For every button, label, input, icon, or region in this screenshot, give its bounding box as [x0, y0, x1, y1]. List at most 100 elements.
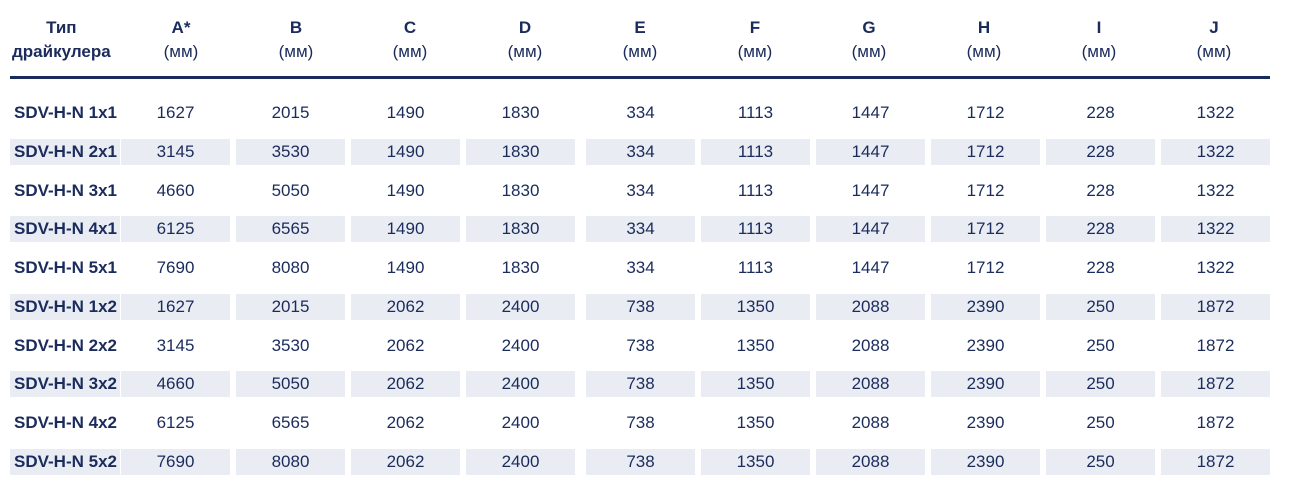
row-value-f: 1113: [737, 181, 774, 200]
row-value-j: 1872: [1196, 413, 1235, 432]
row-value-e: 334: [586, 139, 695, 165]
row-value-d: 1830: [466, 216, 575, 242]
row-value-c: 1490: [351, 216, 460, 242]
header-col-b: B (мм): [246, 16, 346, 64]
header-col-unit: (мм): [1081, 42, 1117, 61]
row-value-j: 1872: [1161, 371, 1270, 397]
header-col-unit: (мм): [392, 42, 428, 61]
row-value-h: 2390: [931, 294, 1040, 320]
row-value-i: 250: [1046, 449, 1155, 475]
header-col-letter: H: [977, 18, 991, 37]
row-value-e: 738: [586, 449, 695, 475]
header-col-i: I (мм): [1049, 16, 1149, 64]
header-col-a: A* (мм): [131, 16, 231, 64]
row-value-d: 2400: [501, 413, 540, 432]
row-value-e: 738: [586, 294, 695, 320]
row-value-b: 3530: [236, 139, 345, 165]
row-value-e: 334: [626, 258, 655, 277]
row-value-e: 738: [586, 371, 695, 397]
row-value-i: 228: [1046, 216, 1155, 242]
header-col-unit: (мм): [737, 42, 773, 61]
row-value-d: 2400: [501, 336, 540, 355]
table-row: SDV-H-N 3x1 4660 5050 1490 1830 334 1113 1447 17…: [0, 178, 1290, 204]
header-type-line2: драйкулера: [12, 42, 111, 61]
row-value-g: 1447: [851, 258, 890, 277]
row-value-b: 6565: [271, 413, 310, 432]
row-value-e: 334: [626, 103, 655, 122]
row-value-b: 5050: [236, 371, 345, 397]
header-col-letter: C: [403, 18, 417, 37]
header-col-c: C (мм): [360, 16, 460, 64]
header-col-unit: (мм): [851, 42, 887, 61]
row-value-b: 6565: [236, 216, 345, 242]
row-value-c: 2062: [351, 371, 460, 397]
row-value-f: 1113: [701, 139, 810, 165]
row-value-i: 250: [1046, 294, 1155, 320]
row-model-name: SDV-H-N 2x2: [14, 336, 117, 355]
row-value-a: 3145: [156, 336, 195, 355]
row-value-i: 228: [1086, 103, 1115, 122]
row-value-h: 1712: [966, 181, 1005, 200]
row-value-f: 1350: [701, 449, 810, 475]
row-value-a: 7690: [121, 449, 230, 475]
row-value-c: 2062: [351, 449, 460, 475]
header-col-e: E (мм): [590, 16, 690, 64]
header-col-unit: (мм): [278, 42, 314, 61]
row-value-a: 1627: [156, 103, 195, 122]
row-value-f: 1350: [736, 413, 775, 432]
row-value-a: 6125: [121, 216, 230, 242]
row-value-b: 8080: [271, 258, 310, 277]
row-value-g: 2088: [816, 294, 925, 320]
row-value-j: 1322: [1196, 181, 1235, 200]
row-value-f: 1113: [701, 216, 810, 242]
header-col-h: H (мм): [934, 16, 1034, 64]
row-value-h: 1712: [966, 258, 1005, 277]
row-value-g: 2088: [851, 336, 890, 355]
row-value-d: 1830: [466, 139, 575, 165]
table-row: SDV-H-N 5x1 7690 8080 1490 1830 334 1113 1447 17…: [0, 255, 1290, 281]
table-row: SDV-H-N 5x2 7690 8080 2062 2400 738 1350 2088 23…: [0, 449, 1290, 475]
row-value-c: 1490: [351, 139, 460, 165]
row-value-c: 1490: [386, 258, 425, 277]
row-value-d: 1830: [501, 258, 540, 277]
row-value-a: 6125: [156, 413, 195, 432]
header-col-letter: I: [1096, 18, 1102, 37]
row-value-b: 5050: [271, 181, 310, 200]
row-value-g: 2088: [851, 413, 890, 432]
row-model-name: SDV-H-N 3x2: [10, 371, 120, 397]
row-value-g: 1447: [816, 139, 925, 165]
row-value-h: 2390: [931, 371, 1040, 397]
table-row: SDV-H-N 2x1 3145 3530 1490 1830 334 1113 1447 17…: [0, 139, 1290, 165]
row-value-c: 2062: [351, 294, 460, 320]
header-col-unit: (мм): [507, 42, 543, 61]
header-col-d: D (мм): [475, 16, 575, 64]
row-value-a: 4660: [121, 371, 230, 397]
row-value-h: 1712: [966, 103, 1005, 122]
row-value-d: 2400: [466, 294, 575, 320]
row-value-f: 1350: [701, 294, 810, 320]
row-model-name: SDV-H-N 1x1: [14, 103, 117, 122]
row-value-j: 1872: [1161, 294, 1270, 320]
row-value-e: 334: [586, 216, 695, 242]
row-value-f: 1350: [736, 336, 775, 355]
row-value-i: 250: [1086, 413, 1115, 432]
row-value-c: 2062: [386, 413, 425, 432]
row-value-e: 334: [626, 181, 655, 200]
row-value-e: 738: [626, 336, 655, 355]
header-divider: [10, 76, 1270, 79]
row-model-name: SDV-H-N 4x2: [14, 413, 117, 432]
row-value-c: 1490: [386, 103, 425, 122]
row-value-g: 1447: [851, 103, 890, 122]
row-value-a: 1627: [121, 294, 230, 320]
header-col-unit: (мм): [966, 42, 1002, 61]
row-model-name: SDV-H-N 5x1: [14, 258, 117, 277]
header-col-letter: J: [1209, 18, 1219, 37]
table-row: SDV-H-N 3x2 4660 5050 2062 2400 738 1350 2088 23…: [0, 371, 1290, 397]
header-col-letter: A*: [171, 18, 191, 37]
row-value-c: 2062: [386, 336, 425, 355]
row-model-name: SDV-H-N 3x1: [14, 181, 117, 200]
row-value-j: 1872: [1196, 336, 1235, 355]
row-model-name: SDV-H-N 1x2: [10, 294, 120, 320]
row-value-d: 2400: [466, 371, 575, 397]
